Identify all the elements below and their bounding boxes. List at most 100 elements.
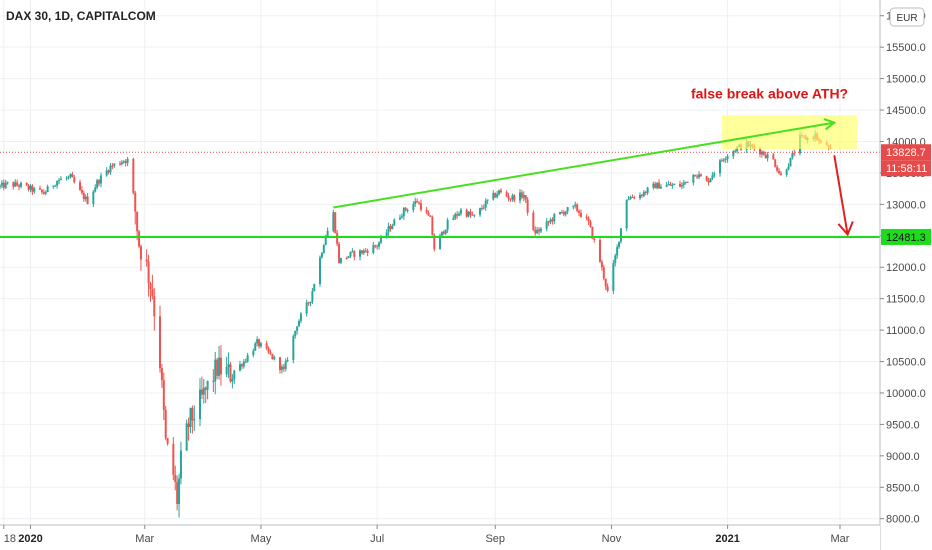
candle (359, 250, 361, 257)
candle (684, 181, 687, 183)
candle (374, 245, 377, 247)
y-tick-label: 9000.0 (886, 451, 920, 463)
x-tick-label: 2021 (715, 533, 739, 545)
candle (602, 267, 605, 279)
candle (252, 350, 255, 356)
candle (553, 214, 556, 222)
candle (240, 364, 243, 367)
candle (122, 161, 125, 163)
candle (496, 194, 499, 198)
candle (574, 204, 577, 206)
candle (389, 226, 392, 229)
candle (319, 257, 321, 285)
candle (105, 170, 108, 176)
candle (772, 154, 775, 160)
support-tag-label: 12481.3 (886, 232, 926, 244)
candle (519, 192, 521, 201)
candle (322, 244, 325, 254)
y-tick-label: 8500.0 (886, 482, 920, 494)
currency-badge (889, 7, 925, 27)
candle (652, 183, 655, 188)
candle (25, 182, 28, 186)
candle (366, 250, 369, 253)
candle (732, 151, 735, 157)
candle (69, 174, 72, 177)
candle (120, 162, 123, 165)
y-tick-label: 9500.0 (886, 419, 920, 431)
candle (446, 219, 449, 230)
candle (591, 226, 594, 239)
candle (216, 359, 219, 376)
candle (719, 160, 721, 174)
candle (520, 192, 523, 198)
candle (19, 182, 22, 187)
candle (31, 185, 34, 192)
candle (482, 207, 485, 209)
candle (86, 196, 89, 205)
candle (82, 192, 85, 200)
candle (349, 251, 352, 257)
candle (96, 180, 99, 188)
candle (539, 228, 542, 232)
candle (94, 187, 97, 192)
candle (145, 259, 148, 262)
candle (12, 182, 15, 187)
candle (218, 357, 221, 376)
candle (399, 217, 401, 220)
candle (442, 231, 445, 234)
candle (694, 174, 697, 177)
y-tick-label: 13000.0 (886, 199, 926, 211)
candle (40, 189, 43, 192)
candle (294, 330, 297, 337)
y-tick-label: 11500.0 (886, 294, 925, 306)
candle (667, 184, 670, 186)
candle (92, 191, 95, 205)
candle (614, 255, 617, 264)
candle (134, 192, 137, 212)
candle (259, 343, 262, 347)
candle (465, 209, 468, 217)
candles (0, 130, 832, 518)
candle (187, 423, 190, 428)
candle (696, 176, 699, 178)
candle (766, 154, 769, 159)
candle (639, 194, 641, 199)
x-tick-label: 18 (4, 533, 16, 545)
candle (473, 214, 476, 216)
candle (151, 289, 154, 297)
candle (452, 218, 455, 220)
candle (200, 389, 203, 395)
candle (149, 283, 152, 290)
candle (612, 263, 615, 291)
candle (484, 200, 487, 208)
candle (376, 246, 379, 248)
down-arrow (833, 155, 849, 235)
x-tick-label: Mar (135, 533, 154, 545)
candle (545, 221, 548, 229)
y-tick-label: 8000.0 (886, 514, 920, 526)
candle (227, 364, 230, 367)
candle (39, 188, 41, 190)
candle (425, 209, 428, 213)
candle (787, 166, 790, 170)
candle (54, 185, 57, 187)
candle (71, 174, 74, 178)
candle (59, 178, 62, 181)
candle (538, 229, 541, 232)
candle (698, 174, 701, 178)
y-tick-label: 10000.0 (886, 388, 926, 400)
candle (486, 199, 489, 201)
candle (98, 180, 101, 184)
candle (364, 250, 367, 252)
support-tag (881, 228, 931, 245)
candle (419, 203, 422, 210)
candle (722, 159, 725, 161)
candle (46, 186, 49, 193)
candle (633, 197, 636, 199)
candle (286, 360, 289, 362)
candle (492, 193, 495, 200)
candle (793, 153, 796, 155)
candle (522, 195, 525, 198)
candle (551, 219, 554, 222)
